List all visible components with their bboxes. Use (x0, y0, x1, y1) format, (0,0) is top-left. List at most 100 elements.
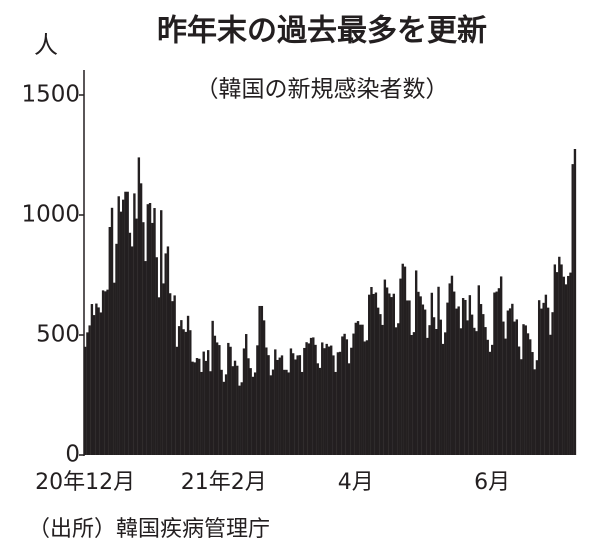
bar (115, 243, 118, 455)
bar (267, 355, 270, 455)
bar (148, 203, 152, 455)
bar (236, 365, 239, 455)
bar (508, 308, 512, 455)
bar (410, 335, 413, 455)
bar (233, 360, 237, 455)
bar (108, 227, 111, 455)
x-tick-label: 20年12月 (35, 470, 135, 495)
bar (502, 321, 505, 455)
bar (468, 295, 472, 455)
bar (171, 301, 174, 455)
bar (341, 336, 344, 455)
bar (390, 297, 393, 455)
bar (537, 300, 541, 455)
bar (133, 193, 136, 455)
bar (90, 304, 94, 455)
bar (325, 343, 328, 455)
bar (168, 293, 172, 455)
bar (444, 332, 447, 455)
bar (312, 337, 315, 455)
bar (92, 315, 96, 455)
bar (553, 264, 557, 455)
bar (249, 368, 252, 455)
bar (117, 196, 120, 455)
bar (493, 292, 496, 455)
bar (406, 300, 409, 455)
bar (265, 347, 268, 455)
bar (160, 210, 163, 455)
bar (99, 312, 103, 455)
bar (354, 322, 357, 455)
bar (258, 305, 261, 455)
bar (401, 263, 404, 455)
bar (151, 222, 154, 455)
bar (374, 292, 378, 455)
bar (276, 359, 279, 455)
bar (137, 157, 141, 455)
bar (437, 286, 440, 455)
bar (146, 204, 150, 455)
chart-subtitle: （韓国の新規感染者数） (196, 77, 449, 103)
bar (189, 330, 192, 455)
bar (529, 339, 532, 455)
bar (524, 325, 527, 455)
bar (113, 282, 116, 455)
bar (218, 345, 221, 455)
bar (222, 381, 226, 455)
bar (101, 290, 105, 455)
bar (359, 324, 362, 455)
bar (475, 331, 478, 455)
bar (139, 183, 143, 455)
bar (285, 369, 288, 455)
bar (193, 362, 196, 455)
bar (215, 342, 219, 455)
bar (533, 369, 536, 455)
bar (200, 371, 203, 455)
bar (296, 355, 299, 455)
y-tick-label: 500 (36, 322, 80, 348)
bar (142, 222, 145, 455)
bar (385, 287, 389, 455)
bar (526, 333, 530, 455)
bar (213, 335, 217, 455)
bar (88, 325, 91, 455)
bar (484, 327, 487, 455)
bar (540, 308, 543, 455)
bar (520, 359, 523, 455)
bar (303, 347, 306, 455)
bar (314, 344, 317, 455)
bar (343, 333, 346, 455)
bar (399, 278, 402, 455)
bar (376, 307, 380, 455)
bar (224, 374, 228, 455)
y-tick-label: 1500 (21, 82, 80, 108)
bar (338, 351, 342, 455)
chart-title: 昨年末の過去最多を更新 (157, 14, 487, 49)
bar (361, 324, 364, 455)
bar (542, 302, 545, 455)
bar (470, 314, 474, 455)
bar (506, 310, 510, 455)
bar (177, 326, 181, 455)
bar (531, 352, 534, 455)
bar (430, 292, 434, 455)
bar (307, 343, 311, 455)
bar (274, 349, 277, 455)
bar (439, 319, 442, 455)
bar (166, 246, 170, 455)
bar (535, 360, 539, 455)
bar (560, 264, 563, 455)
bar (558, 256, 561, 455)
bar (569, 272, 572, 455)
bar (97, 307, 100, 455)
bar (182, 329, 185, 455)
bar (365, 340, 369, 455)
bar (461, 298, 465, 455)
bar (271, 369, 275, 455)
bar (238, 385, 241, 455)
bar (432, 317, 436, 455)
bar (287, 372, 290, 455)
bar (209, 371, 212, 455)
